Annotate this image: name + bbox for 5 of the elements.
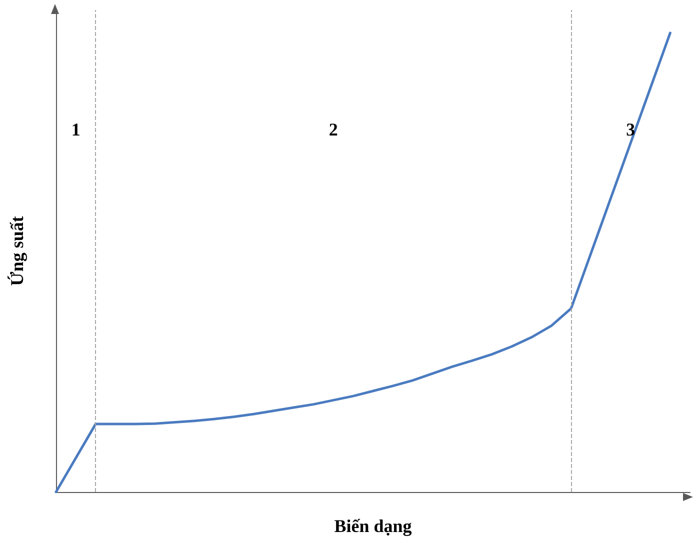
annotation: 3 bbox=[626, 119, 636, 140]
x-axis-title: Biến dạng bbox=[334, 516, 412, 536]
y-axis-title: Ứng suất bbox=[7, 216, 27, 286]
annotation: 1 bbox=[71, 119, 80, 140]
annotation: 2 bbox=[328, 119, 338, 140]
